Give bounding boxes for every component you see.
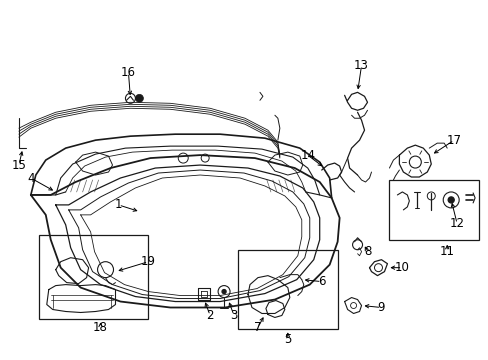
Text: 3: 3	[230, 309, 237, 322]
Circle shape	[447, 197, 453, 203]
Text: 12: 12	[449, 217, 464, 230]
Bar	[388, 180, 478, 240]
Text: 7: 7	[254, 321, 261, 334]
Text: 10: 10	[394, 261, 409, 274]
Text: 6: 6	[317, 275, 325, 288]
Bar	[238, 250, 337, 329]
Text: 2: 2	[206, 309, 213, 322]
Text: 15: 15	[11, 158, 26, 172]
Text: 19: 19	[141, 255, 156, 268]
Text: 1: 1	[115, 198, 122, 211]
Text: 13: 13	[353, 59, 368, 72]
Bar	[39, 235, 148, 319]
Text: 8: 8	[363, 245, 370, 258]
Text: 17: 17	[446, 134, 461, 147]
Text: 18: 18	[93, 321, 108, 334]
Text: 5: 5	[284, 333, 291, 346]
Text: 9: 9	[377, 301, 385, 314]
Circle shape	[135, 94, 143, 102]
Text: 4: 4	[27, 171, 35, 185]
Text: 11: 11	[439, 245, 454, 258]
Circle shape	[222, 289, 225, 293]
Text: 14: 14	[300, 149, 315, 162]
Text: 16: 16	[121, 66, 136, 79]
